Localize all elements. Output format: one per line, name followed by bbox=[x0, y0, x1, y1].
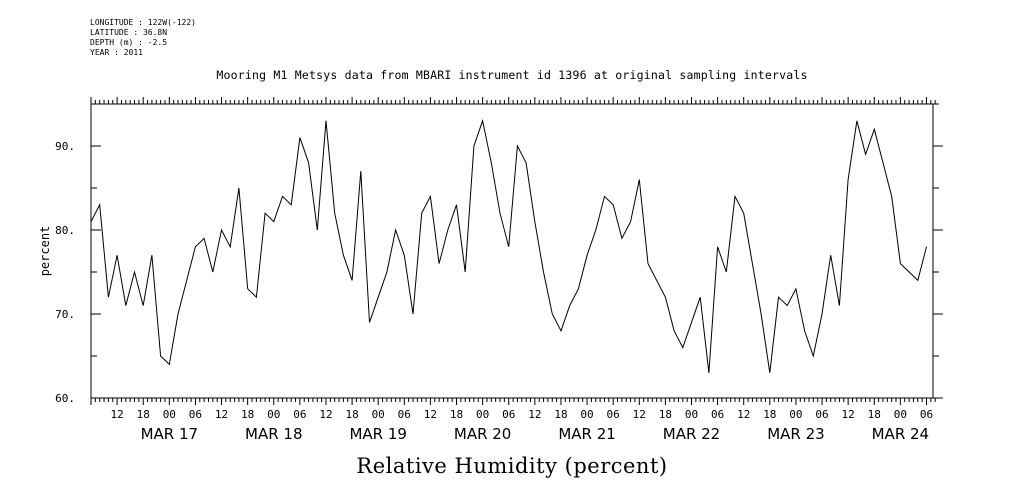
day-tick-label: MAR 20 bbox=[454, 425, 511, 443]
hour-tick-label: 18 bbox=[450, 408, 463, 421]
y-tick-label: 80. bbox=[55, 224, 75, 237]
hour-tick-label: 12 bbox=[737, 408, 750, 421]
hour-tick-label: 06 bbox=[815, 408, 828, 421]
day-tick-label: MAR 18 bbox=[245, 425, 302, 443]
hour-tick-label: 00 bbox=[685, 408, 698, 421]
plot-frame bbox=[90, 103, 934, 399]
x-axis-label: Relative Humidity (percent) bbox=[356, 454, 668, 478]
hour-tick-label: 00 bbox=[476, 408, 489, 421]
hour-tick-label: 06 bbox=[711, 408, 724, 421]
hour-tick-label: 00 bbox=[580, 408, 593, 421]
hour-tick-label: 12 bbox=[110, 408, 123, 421]
hour-tick-label: 12 bbox=[215, 408, 228, 421]
hour-tick-label: 12 bbox=[424, 408, 437, 421]
hour-tick-label: 06 bbox=[189, 408, 202, 421]
humidity-series-line bbox=[90, 118, 927, 373]
hour-tick-label: 00 bbox=[267, 408, 280, 421]
hour-tick-label: 06 bbox=[293, 408, 306, 421]
hour-tick-label: 00 bbox=[789, 408, 802, 421]
y-tick-label: 90. bbox=[55, 140, 75, 153]
hour-tick-label: 00 bbox=[372, 408, 385, 421]
chart-title: Mooring M1 Metsys data from MBARI instru… bbox=[216, 68, 808, 82]
y-axis-label: percent bbox=[38, 226, 52, 277]
hour-tick-label: 18 bbox=[241, 408, 254, 421]
day-tick-label: MAR 22 bbox=[663, 425, 720, 443]
hour-tick-label: 00 bbox=[894, 408, 907, 421]
day-tick-label: MAR 19 bbox=[349, 425, 406, 443]
hour-tick-label: 12 bbox=[319, 408, 332, 421]
hour-tick-label: 06 bbox=[920, 408, 933, 421]
hour-tick-label: 12 bbox=[842, 408, 855, 421]
day-tick-label: MAR 21 bbox=[558, 425, 615, 443]
hour-tick-label: 18 bbox=[554, 408, 567, 421]
hour-tick-label: 18 bbox=[659, 408, 672, 421]
hour-tick-label: 18 bbox=[868, 408, 881, 421]
hour-tick-label: 12 bbox=[633, 408, 646, 421]
metadata-block: LONGITUDE : 122W(-122) LATITUDE : 36.8N … bbox=[90, 18, 196, 58]
day-tick-label: MAR 24 bbox=[872, 425, 929, 443]
hour-tick-label: 18 bbox=[345, 408, 358, 421]
hour-tick-label: 06 bbox=[502, 408, 515, 421]
y-tick-label: 60. bbox=[55, 392, 75, 405]
hour-tick-label: 06 bbox=[398, 408, 411, 421]
year-text: YEAR : 2011 bbox=[90, 48, 143, 57]
day-tick-label: MAR 17 bbox=[141, 425, 198, 443]
hour-tick-label: 12 bbox=[528, 408, 541, 421]
hour-tick-label: 18 bbox=[763, 408, 776, 421]
hour-tick-label: 06 bbox=[607, 408, 620, 421]
hour-tick-label: 18 bbox=[137, 408, 150, 421]
depth-text: DEPTH (m) : -2.5 bbox=[90, 38, 168, 47]
latitude-text: LATITUDE : 36.8N bbox=[90, 28, 168, 37]
y-tick-label: 70. bbox=[55, 308, 75, 321]
day-tick-label: MAR 23 bbox=[767, 425, 824, 443]
hour-tick-label: 00 bbox=[163, 408, 176, 421]
longitude-text: LONGITUDE : 122W(-122) bbox=[90, 18, 196, 27]
